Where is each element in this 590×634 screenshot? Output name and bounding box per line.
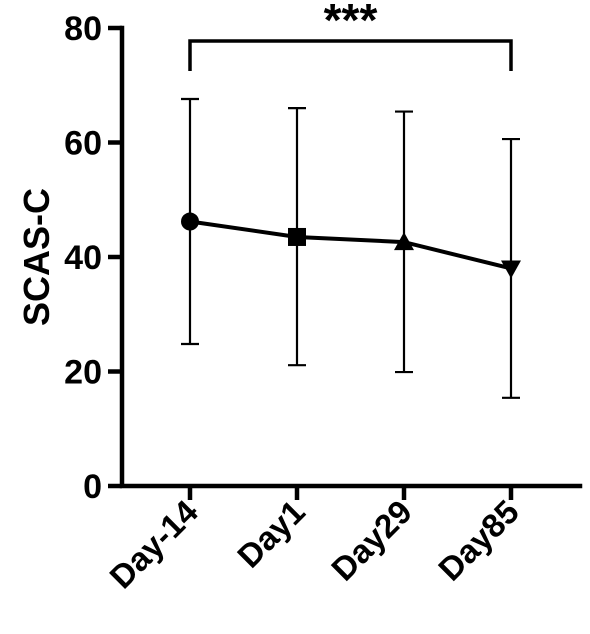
x-axis-categories: Day-14 Day1 Day29 Day85 xyxy=(102,486,526,595)
y-axis-title: SCAS-C xyxy=(16,188,57,326)
x-tick-label: Day-14 xyxy=(102,492,205,595)
series-line xyxy=(189,219,512,271)
y-tick-label: 0 xyxy=(83,468,102,506)
y-tick-label: 20 xyxy=(64,354,102,392)
y-tick-label: 40 xyxy=(64,239,102,277)
y-tick-label: 80 xyxy=(64,10,102,48)
significance-label: *** xyxy=(324,0,378,46)
significance-annotation: *** xyxy=(188,0,513,71)
data-point-triangle-down xyxy=(501,260,521,279)
data-point-circle xyxy=(181,212,199,231)
error-bars xyxy=(181,97,520,399)
y-axis-ticks: 0 20 40 60 80 xyxy=(64,10,122,506)
x-tick-label: Day85 xyxy=(431,493,526,588)
series-group xyxy=(189,219,512,271)
data-point-square xyxy=(288,227,306,246)
significance-bracket xyxy=(188,39,513,71)
x-tick-label: Day29 xyxy=(324,493,419,588)
axes xyxy=(119,25,583,489)
data-point-triangle-up xyxy=(394,232,414,251)
data-markers xyxy=(181,212,521,279)
y-tick-label: 60 xyxy=(64,125,102,163)
x-tick-label: Day1 xyxy=(230,493,312,575)
